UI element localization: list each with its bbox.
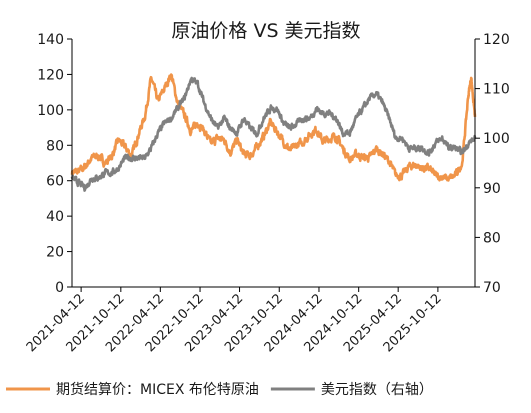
legend: 期货结算价：MICEX 布伦特原油 美元指数（右轴）: [6, 381, 433, 398]
y-left-tick-label: 140: [37, 32, 64, 48]
y-left-tick-label: 0: [55, 280, 64, 296]
plot-area: [70, 73, 477, 192]
y-left-tick-label: 20: [46, 245, 64, 261]
y-left-tick-label: 80: [46, 138, 64, 154]
legend-label-1: 期货结算价：MICEX 布伦特原油: [56, 381, 259, 398]
series-line-1: [70, 73, 477, 182]
y-left-tick-label: 40: [46, 209, 64, 225]
y-right-tick-label: 110: [483, 82, 510, 98]
y-right-tick-label: 80: [483, 230, 501, 246]
chart-title: 原油价格 VS 美元指数: [171, 20, 360, 42]
y-left-tick-label: 60: [46, 174, 64, 190]
series-line-2: [70, 76, 477, 192]
legend-label-2: 美元指数（右轴）: [321, 382, 433, 398]
y-right-tick-label: 70: [483, 280, 501, 296]
y-left-tick-label: 100: [37, 103, 64, 119]
y-left-tick-label: 120: [37, 67, 64, 83]
y-right-tick-label: 90: [483, 181, 501, 197]
y-right-tick-label: 100: [483, 131, 510, 147]
y-right-tick-label: 120: [483, 32, 510, 48]
